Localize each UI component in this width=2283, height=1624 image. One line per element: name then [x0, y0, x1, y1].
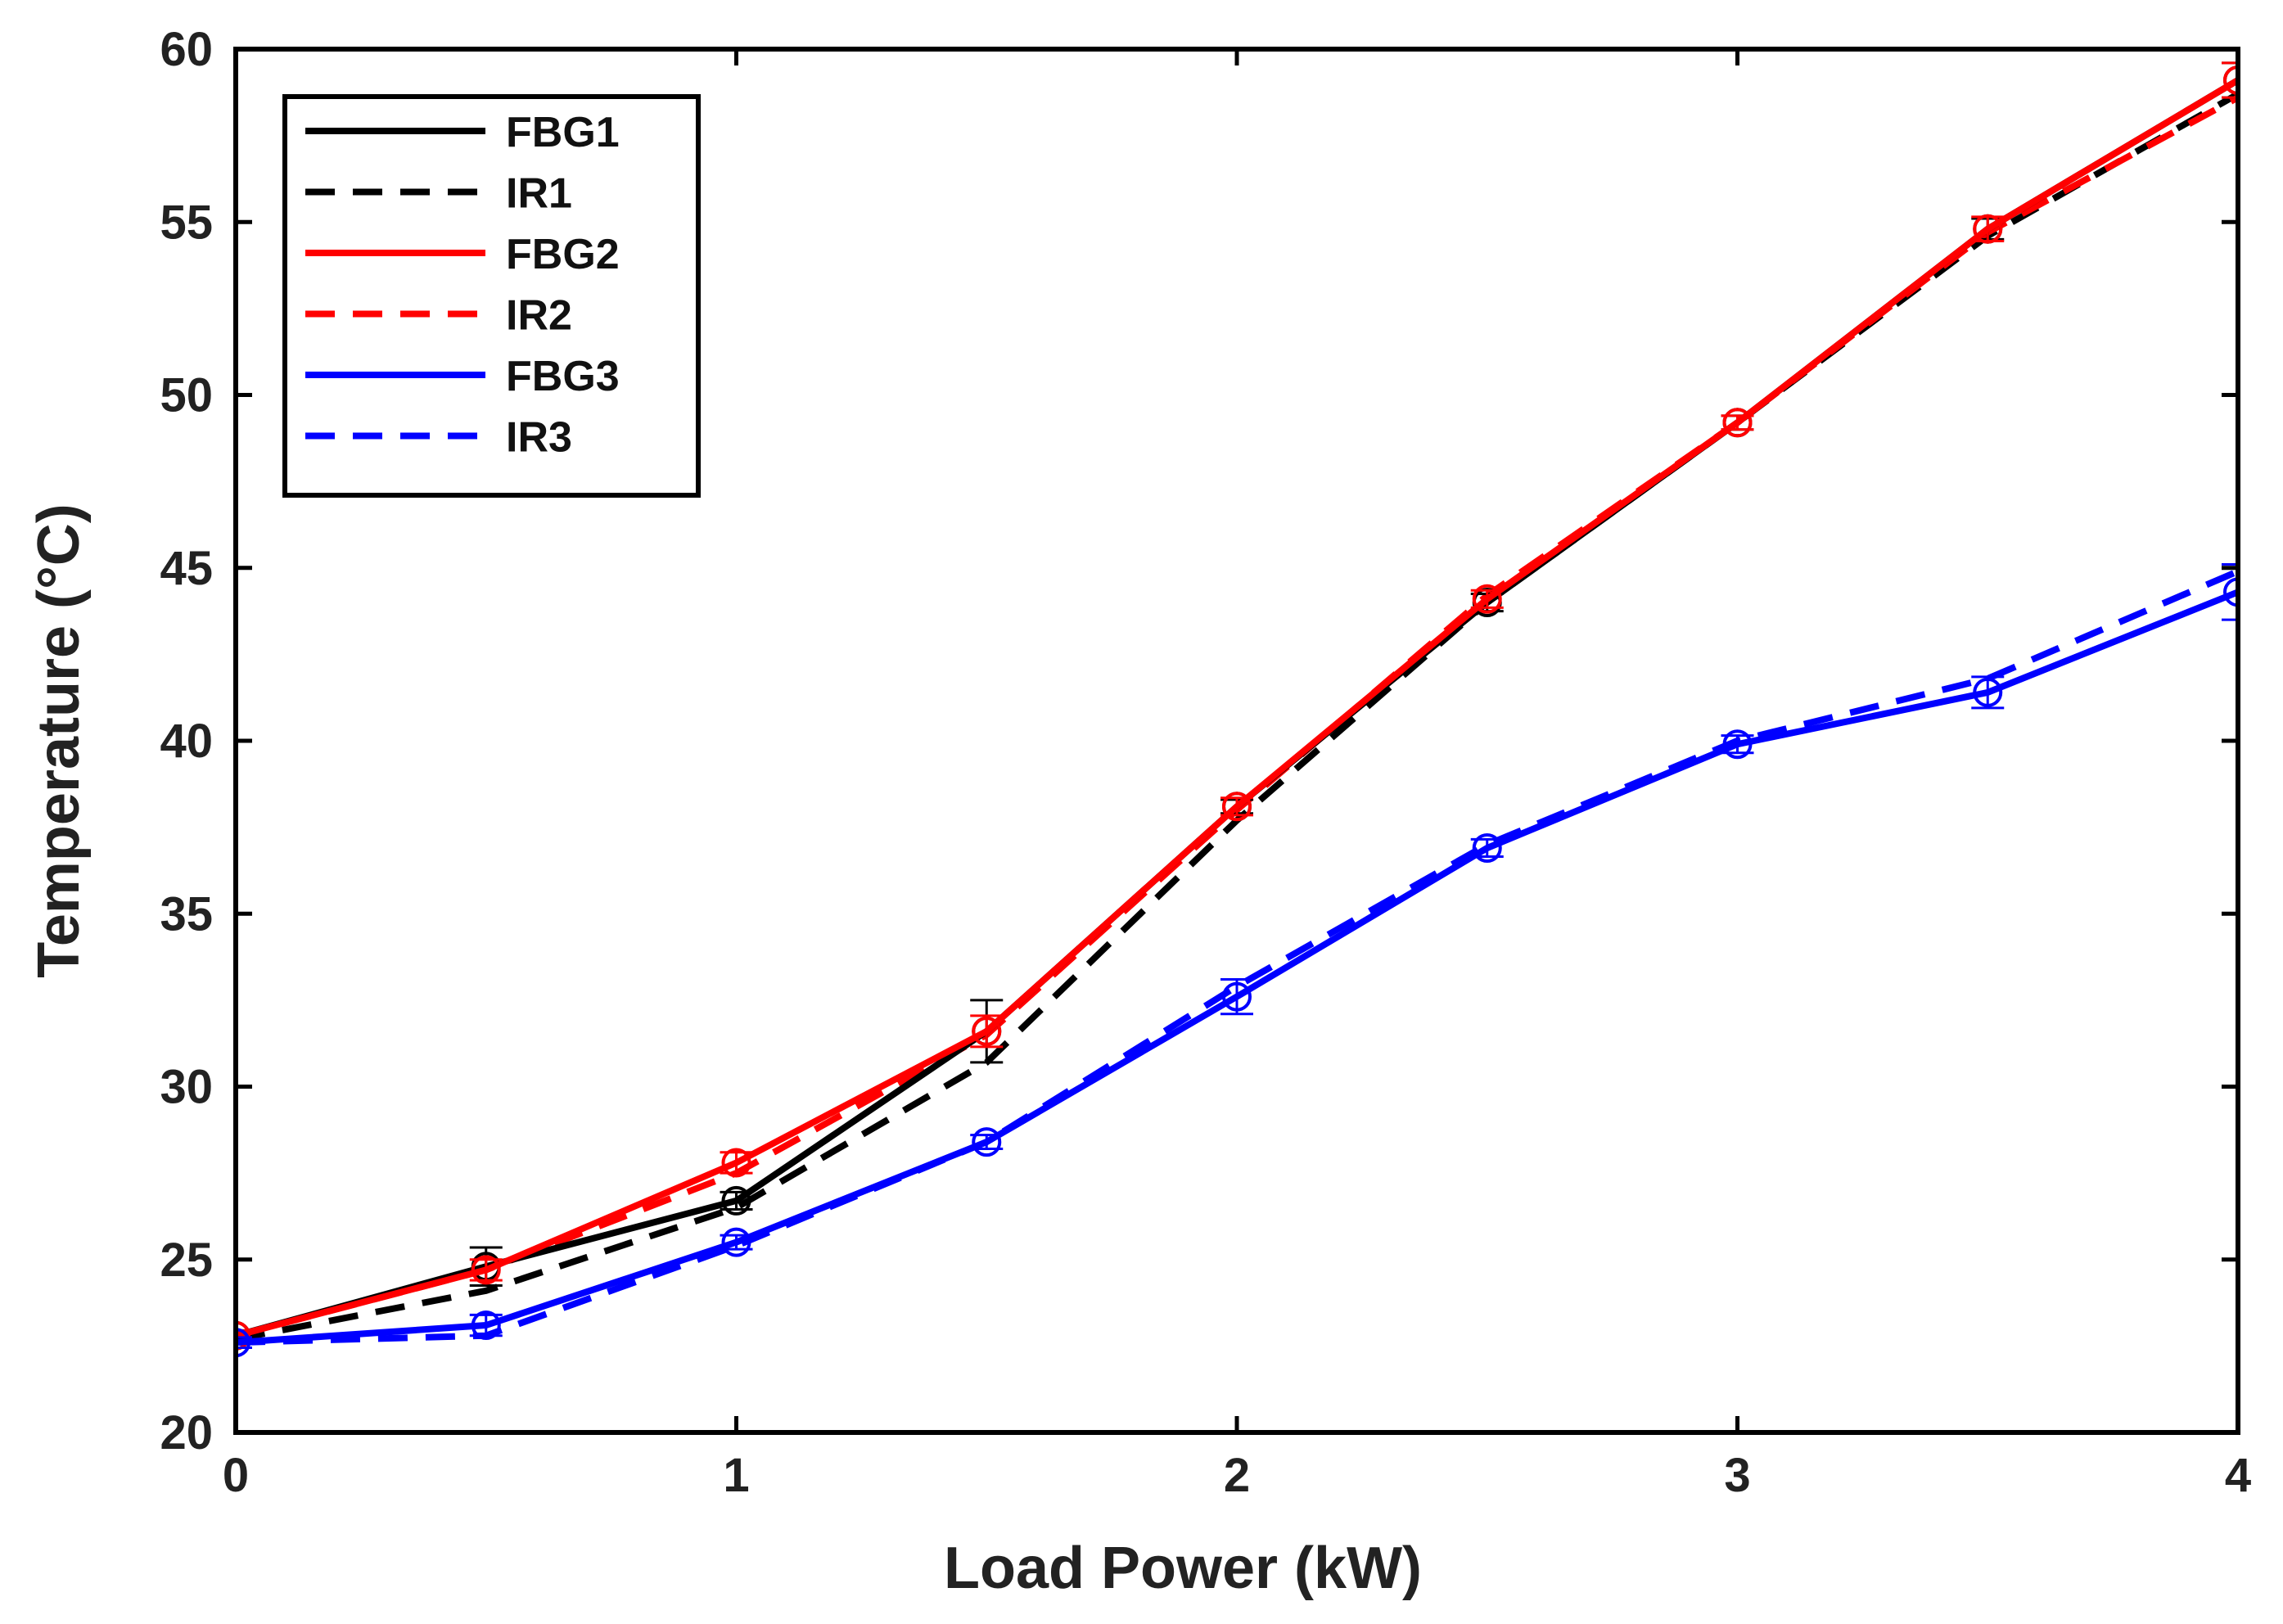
y-tick-label: 25 — [160, 1234, 213, 1287]
legend: FBG1 IR1 FBG2 IR2 FBG3 IR3 — [282, 94, 701, 498]
y-tick-label: 50 — [160, 369, 213, 422]
y-axis-label: Temperature (°C) — [26, 503, 92, 978]
data-point — [2223, 577, 2238, 607]
data-point — [1222, 981, 1252, 1012]
legend-label-ir2: IR2 — [506, 292, 572, 340]
y-tick-label: 35 — [160, 887, 213, 941]
data-point — [471, 1255, 501, 1285]
y-tick-label: 45 — [160, 542, 213, 595]
data-point — [721, 1227, 751, 1257]
data-point — [471, 1310, 501, 1341]
series-layer — [236, 61, 2238, 1358]
x-tick-label: 4 — [2225, 1449, 2251, 1502]
series-ir3 — [236, 568, 2238, 1347]
data-point — [972, 1127, 1002, 1157]
series-fbg2 — [236, 61, 2238, 1351]
data-point — [236, 1320, 250, 1351]
y-tick-label: 20 — [160, 1406, 213, 1459]
y-tick-label: 60 — [160, 23, 213, 76]
x-axis-label: Load Power (kW) — [944, 1536, 1422, 1601]
series-line-ir3 — [236, 568, 2238, 1347]
legend-label-fbg1: FBG1 — [506, 109, 620, 156]
data-point — [2223, 65, 2238, 96]
data-point — [721, 1148, 751, 1178]
data-point — [972, 1016, 1002, 1046]
x-tick-label: 3 — [1724, 1449, 1750, 1502]
data-point — [1973, 677, 2003, 707]
data-point — [1472, 832, 1502, 863]
data-point — [236, 1328, 250, 1358]
y-tick-label: 40 — [160, 715, 213, 768]
data-point — [1722, 729, 1753, 760]
series-fbg3 — [236, 563, 2238, 1358]
legend-label-ir1: IR1 — [506, 170, 572, 218]
data-point — [1722, 408, 1753, 438]
data-point — [721, 1185, 751, 1216]
data-point — [1472, 584, 1502, 614]
legend-label-fbg3: FBG3 — [506, 353, 620, 400]
y-tick-label: 30 — [160, 1061, 213, 1114]
data-point — [1222, 792, 1252, 822]
x-tick-label: 0 — [223, 1449, 249, 1502]
legend-box — [282, 94, 701, 498]
ticks-layer: 0 1 2 3 4 20 25 30 35 40 45 50 55 60 — [160, 23, 2251, 1502]
x-tick-label: 1 — [723, 1449, 749, 1502]
legend-label-fbg2: FBG2 — [506, 231, 620, 278]
data-point — [1973, 214, 2003, 244]
x-tick-label: 2 — [1224, 1449, 1250, 1502]
y-tick-label: 55 — [160, 196, 213, 249]
legend-label-ir3: IR3 — [506, 414, 572, 462]
